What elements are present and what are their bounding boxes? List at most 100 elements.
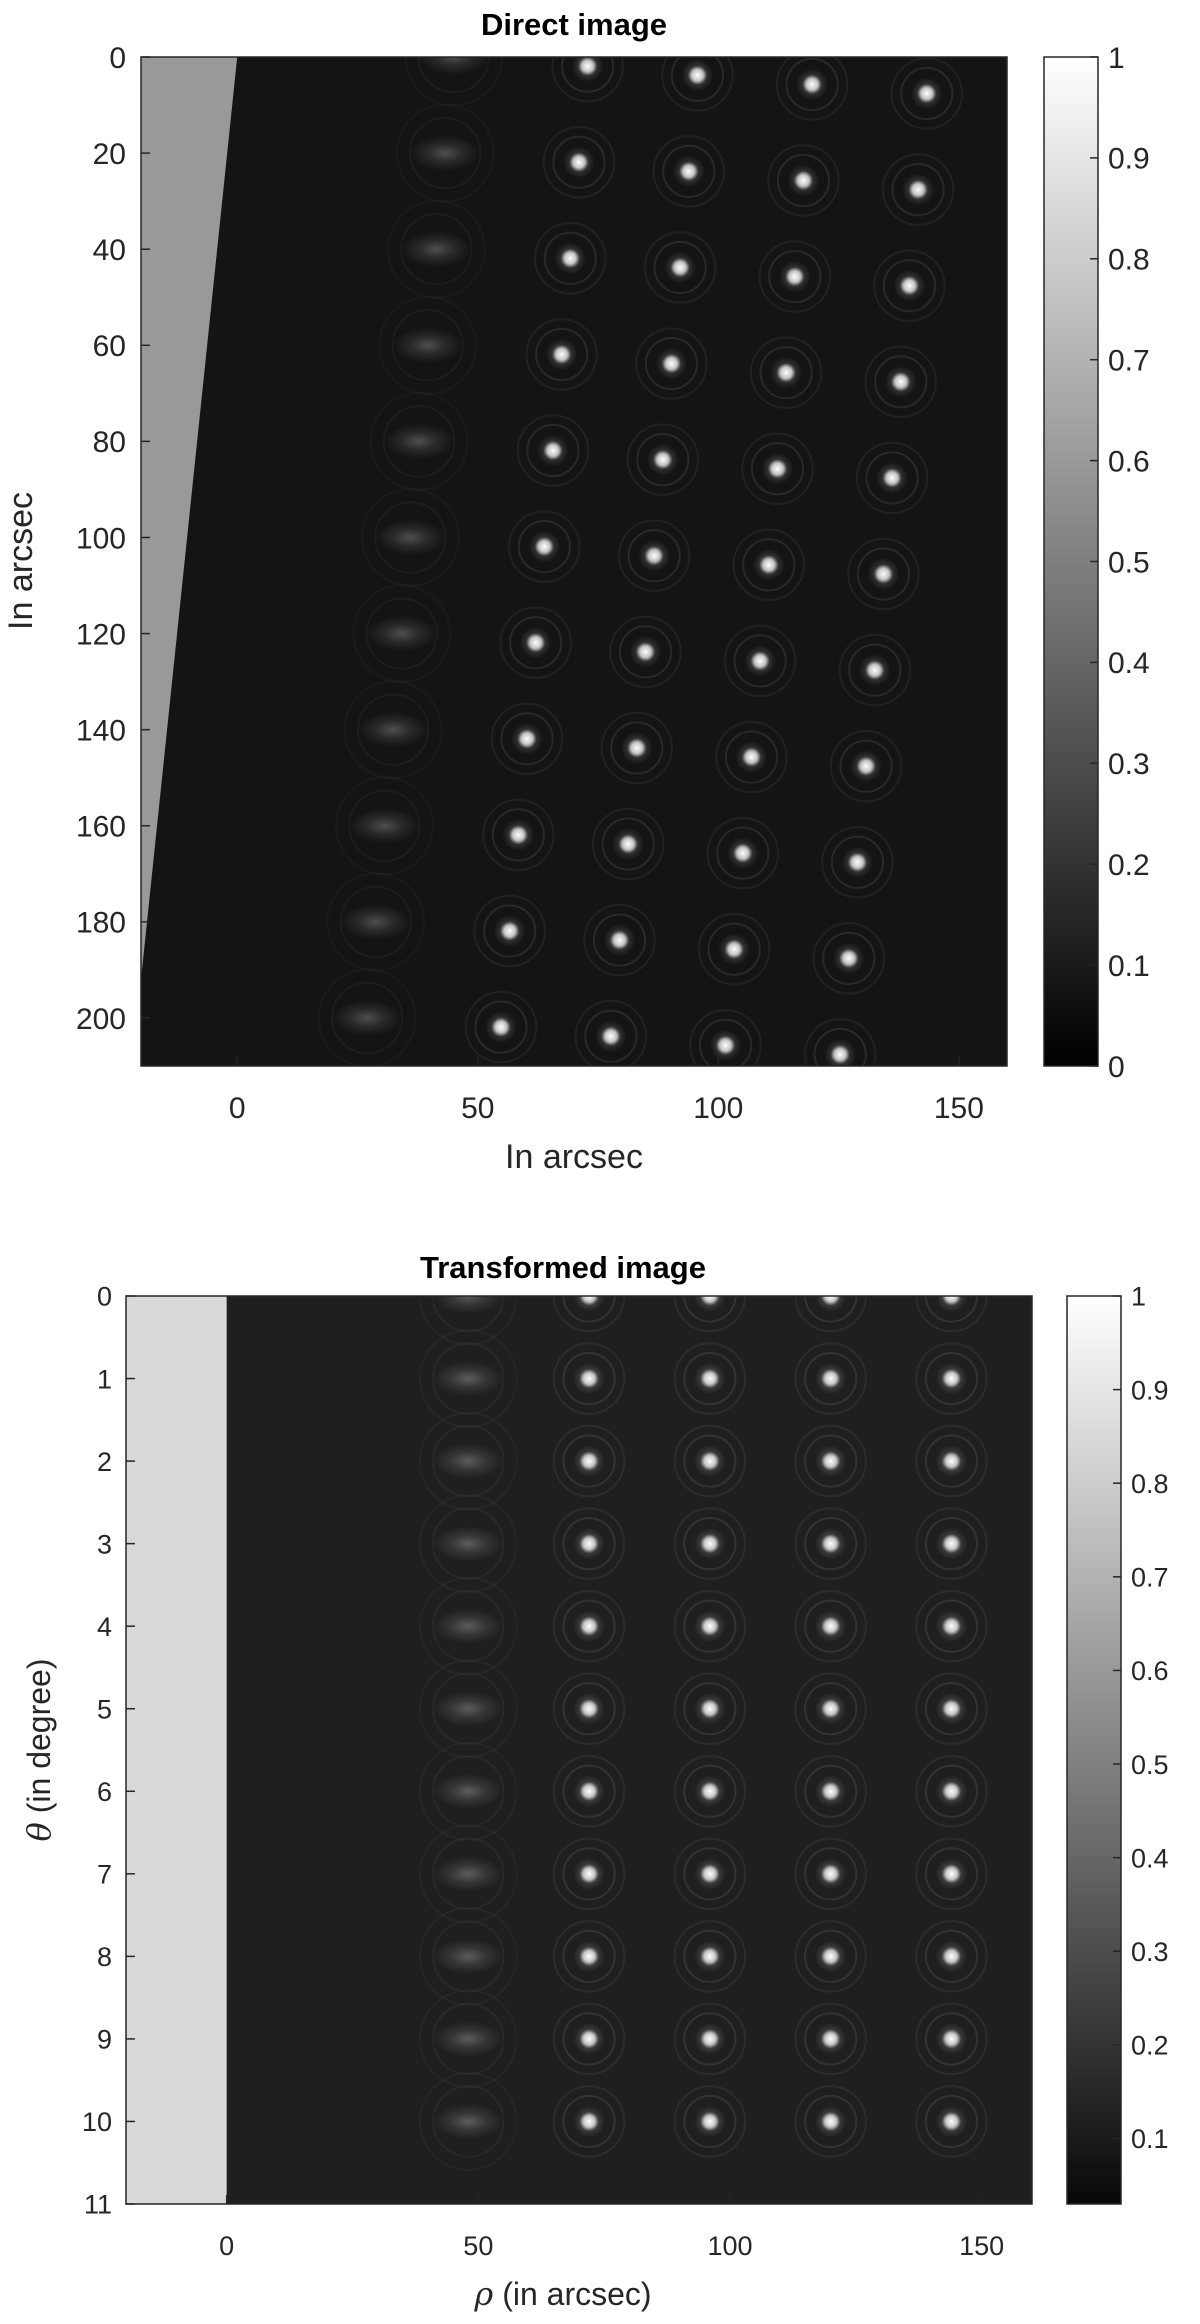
psf-spot	[814, 1692, 847, 1725]
diffraction-ring	[417, 57, 490, 94]
psf-spot	[519, 626, 552, 659]
y-tick-label: 0	[109, 42, 126, 75]
diffraction-ring	[526, 423, 580, 478]
psf-spot	[646, 443, 679, 476]
psf-spot	[433, 1608, 504, 1644]
diffraction-ring	[491, 808, 545, 862]
diffraction-ring	[749, 336, 823, 409]
psf-spot	[814, 2022, 847, 2055]
direct-image-frame	[140, 56, 1008, 1067]
colorbar-tick-label: 0.7	[1108, 345, 1150, 378]
psf-spot	[573, 1940, 606, 1973]
diffraction-ring	[794, 1589, 867, 1663]
direct-image-y-axis-label: In arcsec	[2, 492, 40, 630]
psf-spot	[832, 942, 865, 975]
psf-spot	[433, 2103, 504, 2140]
colorbar-tick-label: 0.4	[1131, 1843, 1169, 1873]
psf-spot	[814, 2105, 847, 2138]
diffraction-ring	[924, 2012, 979, 2066]
diffraction-ring	[683, 1847, 737, 1901]
diffraction-ring	[552, 2002, 626, 2076]
transformed-image-masked-region	[126, 1296, 227, 2204]
psf-spot	[935, 2022, 968, 2055]
psf-spot	[787, 164, 820, 197]
y-tick-label: 40	[93, 234, 126, 267]
psf-spot	[554, 242, 587, 275]
diffraction-ring	[716, 826, 770, 880]
diffraction-ring	[924, 1847, 979, 1901]
colorbar-tick-label: 0	[1108, 1051, 1125, 1084]
x-tick-label: 100	[693, 1092, 743, 1125]
diffraction-ring	[673, 1837, 747, 1911]
y-tick-label: 120	[76, 618, 126, 651]
diffraction-ring	[924, 1682, 979, 1736]
psf-spot	[935, 1362, 968, 1395]
colorbar-tick-label: 0.9	[1131, 1375, 1169, 1405]
psf-spot	[867, 557, 900, 590]
psf-spot	[571, 57, 604, 83]
diffraction-ring	[924, 1517, 979, 1571]
psf-spot	[935, 1610, 968, 1643]
direct-image-background	[141, 57, 1007, 1066]
diffraction-ring	[864, 345, 937, 419]
psf-spot	[375, 519, 446, 556]
diffraction-ring	[474, 1000, 528, 1054]
diffraction-ring	[830, 835, 885, 889]
diffraction-ring	[829, 729, 903, 803]
psf-spot	[935, 1857, 968, 1890]
psf-spot	[935, 1940, 968, 1973]
direct-image-plot-area	[141, 57, 1007, 1066]
transformed-image-x-axis-label: ρ (in arcsec)	[473, 2275, 651, 2313]
y-tick-label: 10	[82, 2107, 112, 2137]
diffraction-ring	[552, 1589, 626, 1663]
transformed-image-frame	[125, 1295, 1033, 2205]
transformed-image-title: Transformed image	[420, 1250, 706, 1285]
diffraction-ring	[525, 318, 598, 391]
psf-spot	[681, 59, 714, 92]
diffraction-ring	[562, 1599, 616, 1653]
diffraction-ring	[733, 634, 787, 688]
diffraction-ring	[689, 1009, 762, 1066]
diffraction-ring	[698, 1018, 753, 1066]
y-tick-label: 5	[97, 1694, 112, 1724]
rho-symbol: ρ	[473, 2275, 493, 2313]
psf-spot	[573, 1445, 606, 1478]
psf-spot	[693, 2022, 726, 2055]
diffraction-ring	[697, 913, 771, 986]
diffraction-ring	[683, 2012, 737, 2066]
diffraction-ring	[848, 643, 902, 697]
diffraction-ring	[742, 538, 796, 592]
psf-spot	[693, 1362, 726, 1395]
diffraction-ring	[673, 1672, 747, 1745]
psf-spot	[814, 1445, 847, 1478]
psf-spot	[672, 155, 705, 188]
colorbar-tick-label: 0.9	[1108, 143, 1150, 176]
diffraction-ring	[732, 528, 805, 602]
colorbar-tick-label: 0.4	[1108, 647, 1150, 680]
diffraction-ring	[618, 625, 673, 679]
psf-spot	[814, 1940, 847, 1973]
psf-spot	[796, 68, 829, 101]
diffraction-ring	[583, 903, 656, 977]
diffraction-ring	[915, 1755, 988, 1828]
transformed-image-panel: Transformed image 0 1 2 3 4 5 6 7 8 9 10 11 0 50 100 1…	[20, 1250, 1169, 2313]
diffraction-ring	[561, 57, 615, 93]
direct-image-masked-region	[141, 57, 238, 980]
psf-spot	[536, 434, 569, 467]
transformed-image-background	[126, 1296, 1032, 2204]
psf-spot	[693, 1692, 726, 1725]
diffraction-ring	[562, 1434, 616, 1488]
colorbar-tick-label: 1	[1131, 1282, 1146, 1312]
psf-spot	[573, 1610, 606, 1643]
psf-spot	[594, 1020, 627, 1053]
psf-spot	[893, 269, 926, 302]
psf-spot	[573, 1692, 606, 1725]
diffraction-ring	[683, 1517, 737, 1571]
psf-spot	[718, 933, 751, 966]
diffraction-ring	[924, 2094, 979, 2149]
psf-spot	[935, 1296, 968, 1312]
x-tick-label: 100	[707, 2231, 752, 2261]
diffraction-ring	[673, 1507, 747, 1580]
diffraction-ring	[673, 2002, 747, 2076]
diffraction-ring	[673, 1342, 747, 1415]
